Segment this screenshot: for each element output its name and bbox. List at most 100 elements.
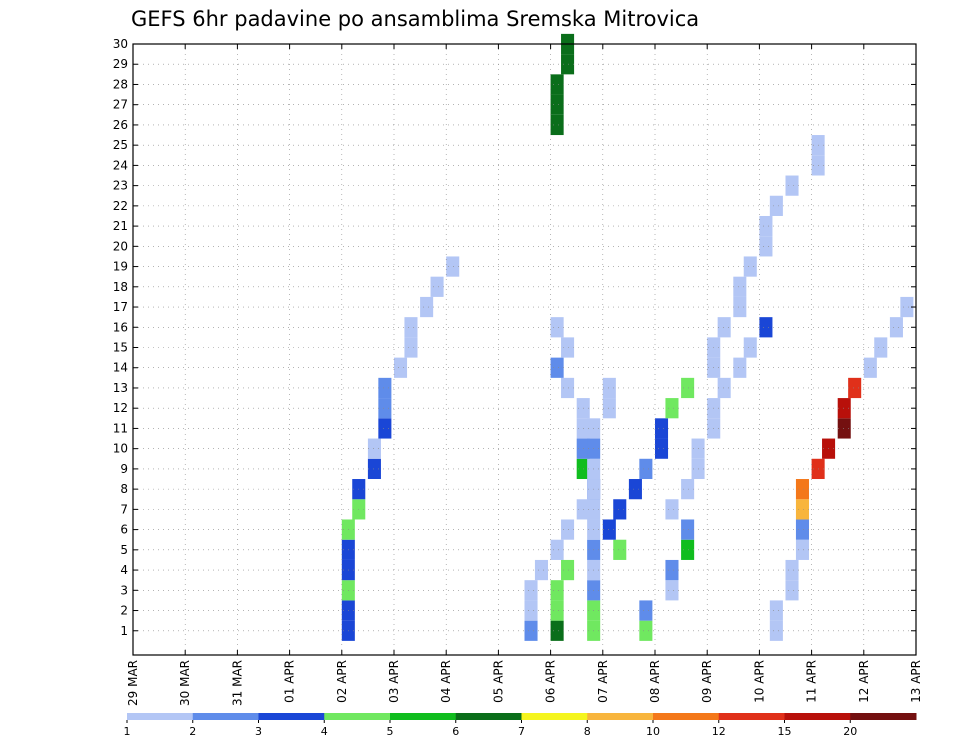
colorbar: 1 2 3 4 5 6 7 8 10 12 15 20 bbox=[124, 713, 917, 738]
data-cell bbox=[717, 317, 731, 338]
data-cell bbox=[759, 215, 773, 237]
data-cell bbox=[404, 337, 418, 358]
y-tick-label: 27 bbox=[113, 98, 128, 112]
plot-frame bbox=[132, 43, 917, 656]
y-tick-label: 22 bbox=[113, 199, 128, 213]
x-tick-label: 02 APR bbox=[335, 660, 349, 703]
data-cell bbox=[524, 620, 538, 641]
data-cell bbox=[524, 580, 538, 601]
y-tick-label: 25 bbox=[113, 138, 128, 152]
data-cell bbox=[785, 580, 799, 601]
data-cell bbox=[769, 620, 783, 641]
data-cell bbox=[795, 499, 809, 520]
data-cell bbox=[769, 600, 783, 621]
data-cell bbox=[550, 114, 564, 136]
x-tick-label: 07 APR bbox=[596, 660, 610, 703]
colorbar-swatch bbox=[455, 713, 522, 720]
data-cell bbox=[639, 600, 653, 621]
colorbar-swatch bbox=[718, 713, 785, 720]
x-axis: 29 MAR 30 MAR 31 MAR 01 APR 02 APR 03 APR 04 A… bbox=[126, 44, 923, 706]
data-cell bbox=[446, 256, 460, 277]
y-tick-label: 21 bbox=[113, 219, 128, 233]
x-tick-label: 01 APR bbox=[283, 660, 297, 703]
x-tick-label: 31 MAR bbox=[230, 660, 244, 706]
colorbar-label: 6 bbox=[452, 725, 459, 738]
y-tick-label: 17 bbox=[113, 300, 128, 314]
colorbar-swatch bbox=[784, 713, 851, 720]
y-axis: 1234567891011121314151617181920212223242… bbox=[113, 37, 916, 638]
y-tick-label: 14 bbox=[113, 361, 128, 375]
data-cell bbox=[367, 438, 381, 459]
x-tick-label: 11 APR bbox=[805, 660, 819, 703]
data-cell bbox=[733, 357, 747, 378]
x-tick-label: 10 APR bbox=[752, 660, 766, 703]
data-cell bbox=[394, 357, 408, 378]
x-tick-label: 04 APR bbox=[439, 660, 453, 703]
y-tick-label: 12 bbox=[113, 401, 128, 415]
y-tick-label: 26 bbox=[113, 118, 128, 132]
colorbar-label: 1 bbox=[124, 725, 131, 738]
data-cell bbox=[550, 539, 564, 560]
data-cell bbox=[550, 317, 564, 338]
data-cell bbox=[378, 418, 392, 439]
x-tick-label: 06 APR bbox=[544, 660, 558, 703]
data-cell bbox=[378, 377, 392, 399]
y-tick-label: 6 bbox=[120, 523, 128, 537]
y-tick-label: 13 bbox=[113, 381, 128, 395]
y-tick-label: 5 bbox=[120, 543, 128, 557]
y-tick-label: 20 bbox=[113, 239, 128, 253]
data-cell bbox=[795, 479, 809, 500]
y-tick-label: 30 bbox=[113, 37, 128, 51]
data-cell bbox=[733, 276, 747, 297]
colorbar-label: 20 bbox=[843, 725, 857, 738]
y-tick-label: 29 bbox=[113, 57, 128, 71]
colorbar-label: 5 bbox=[387, 725, 394, 738]
data-cell bbox=[769, 195, 783, 216]
colorbar-swatch bbox=[653, 713, 720, 720]
data-cell bbox=[665, 499, 679, 520]
x-tick-label: 08 APR bbox=[648, 660, 662, 703]
y-tick-label: 28 bbox=[113, 77, 128, 91]
data-cell bbox=[837, 418, 851, 439]
colorbar-swatch bbox=[258, 713, 325, 720]
data-cell bbox=[534, 559, 548, 581]
y-tick-label: 7 bbox=[120, 502, 128, 516]
colorbar-swatch bbox=[587, 713, 654, 720]
data-cell bbox=[665, 580, 679, 601]
y-tick-label: 15 bbox=[113, 341, 128, 355]
data-cell bbox=[550, 600, 564, 621]
data-cell bbox=[733, 296, 747, 318]
data-cell bbox=[561, 54, 575, 75]
data-cell bbox=[681, 519, 695, 540]
x-tick-label: 13 APR bbox=[909, 660, 923, 703]
y-tick-label: 24 bbox=[113, 158, 128, 172]
data-cell bbox=[639, 620, 653, 641]
x-tick-label: 30 MAR bbox=[178, 660, 192, 706]
data-cell bbox=[602, 519, 616, 540]
colorbar-swatch bbox=[192, 713, 259, 720]
data-cell bbox=[550, 74, 564, 95]
colorbar-swatch bbox=[127, 713, 194, 720]
y-tick-label: 8 bbox=[120, 482, 128, 496]
data-cell bbox=[681, 539, 695, 560]
data-cell bbox=[378, 398, 392, 419]
data-cell bbox=[420, 296, 434, 318]
data-cell bbox=[785, 559, 799, 581]
y-tick-label: 4 bbox=[120, 563, 128, 577]
data-cell bbox=[759, 317, 773, 338]
data-cell bbox=[561, 337, 575, 358]
chart-title: GEFS 6hr padavine po ansamblima Sremska … bbox=[131, 7, 699, 31]
x-tick-label: 12 APR bbox=[857, 660, 871, 703]
data-cell bbox=[795, 539, 809, 560]
data-cell bbox=[743, 256, 757, 277]
y-tick-label: 16 bbox=[113, 320, 128, 334]
y-tick-label: 11 bbox=[113, 421, 128, 435]
y-tick-label: 2 bbox=[120, 604, 128, 618]
colorbar-label: 3 bbox=[255, 725, 262, 738]
y-tick-label: 10 bbox=[113, 442, 128, 456]
x-tick-label: 29 MAR bbox=[126, 660, 140, 706]
data-cell bbox=[404, 317, 418, 338]
data-cell bbox=[889, 317, 903, 338]
data-cell bbox=[524, 600, 538, 621]
